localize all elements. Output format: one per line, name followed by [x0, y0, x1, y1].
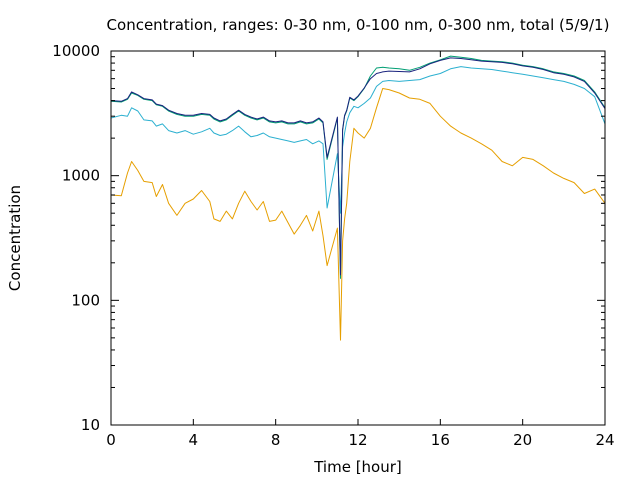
y-tick-label: 10000: [52, 42, 100, 60]
y-tick-label: 100: [71, 291, 100, 309]
series-line-2: [110, 55, 606, 279]
chart-title: Concentration, ranges: 0-30 nm, 0-100 nm…: [107, 16, 610, 34]
y-axis-label: Concentration: [6, 185, 24, 291]
y-tick-label: 1000: [62, 167, 100, 185]
x-tick-label: 4: [189, 431, 199, 449]
x-tick-label: 8: [271, 431, 281, 449]
x-tick-label: 20: [513, 431, 532, 449]
y-axis: 10 100 1000 10000: [52, 42, 605, 434]
x-tick-label: 24: [595, 431, 614, 449]
series-line-0: [110, 88, 606, 341]
y-tick-label: 10: [81, 416, 100, 434]
series-line-3: [110, 57, 606, 276]
x-tick-label: 16: [431, 431, 450, 449]
plot-frame: [110, 50, 606, 426]
x-tick-label: 0: [106, 431, 116, 449]
x-axis: 0 4 8 12 16 20 24: [106, 51, 615, 449]
x-axis-label: Time [hour]: [313, 458, 402, 476]
series-line-1: [110, 66, 606, 214]
x-tick-label: 12: [348, 431, 367, 449]
plot-lines: [110, 55, 606, 341]
